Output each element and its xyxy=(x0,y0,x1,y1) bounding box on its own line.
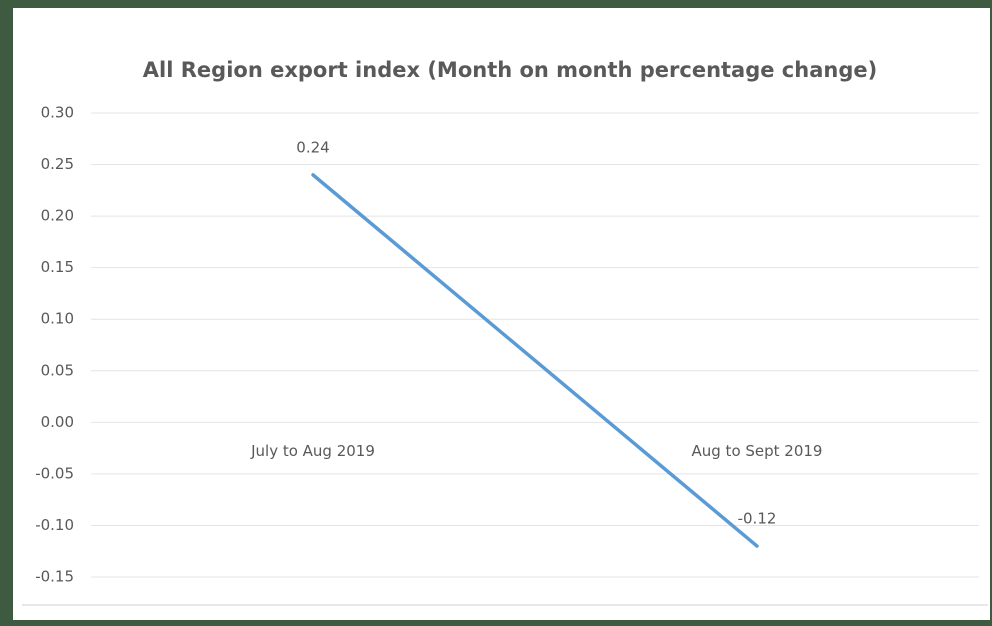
y-tick-label: -0.15 xyxy=(35,568,74,586)
data-line xyxy=(311,173,759,548)
y-tick-label: 0.30 xyxy=(41,104,74,122)
y-tick-label: -0.10 xyxy=(35,516,74,534)
y-tick-label: 0.15 xyxy=(41,258,74,276)
y-tick-label: 0.20 xyxy=(41,207,74,225)
data-label: 0.24 xyxy=(296,138,329,156)
y-tick-label: 0.25 xyxy=(41,155,74,173)
y-tick-label: 0.10 xyxy=(41,310,74,328)
y-tick-label: 0.00 xyxy=(41,413,74,431)
chart-title: All Region export index (Month on month … xyxy=(143,58,877,82)
chart-background xyxy=(13,8,990,620)
x-tick-label: Aug to Sept 2019 xyxy=(692,442,823,460)
y-tick-label: 0.05 xyxy=(41,361,74,379)
y-tick-label: -0.05 xyxy=(35,464,74,482)
data-label: -0.12 xyxy=(738,510,777,528)
x-tick-label: July to Aug 2019 xyxy=(250,442,375,460)
